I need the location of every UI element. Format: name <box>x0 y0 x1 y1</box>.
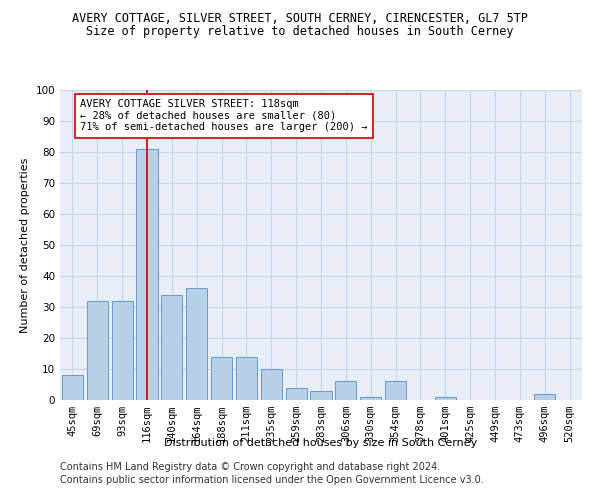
Bar <box>161 294 182 400</box>
Bar <box>261 369 282 400</box>
Bar <box>186 288 207 400</box>
Bar <box>87 301 108 400</box>
Bar <box>385 382 406 400</box>
Bar <box>360 397 381 400</box>
Text: Size of property relative to detached houses in South Cerney: Size of property relative to detached ho… <box>86 25 514 38</box>
Bar <box>435 397 456 400</box>
Text: Contains HM Land Registry data © Crown copyright and database right 2024.: Contains HM Land Registry data © Crown c… <box>60 462 440 472</box>
Text: AVERY COTTAGE, SILVER STREET, SOUTH CERNEY, CIRENCESTER, GL7 5TP: AVERY COTTAGE, SILVER STREET, SOUTH CERN… <box>72 12 528 26</box>
Bar <box>62 375 83 400</box>
Bar <box>236 356 257 400</box>
Text: AVERY COTTAGE SILVER STREET: 118sqm
← 28% of detached houses are smaller (80)
71: AVERY COTTAGE SILVER STREET: 118sqm ← 28… <box>80 100 367 132</box>
Bar <box>211 356 232 400</box>
Bar <box>534 394 555 400</box>
Bar <box>112 301 133 400</box>
Text: Distribution of detached houses by size in South Cerney: Distribution of detached houses by size … <box>164 438 478 448</box>
Bar <box>310 390 332 400</box>
Text: Contains public sector information licensed under the Open Government Licence v3: Contains public sector information licen… <box>60 475 484 485</box>
Y-axis label: Number of detached properties: Number of detached properties <box>20 158 30 332</box>
Bar <box>136 149 158 400</box>
Bar <box>286 388 307 400</box>
Bar <box>335 382 356 400</box>
